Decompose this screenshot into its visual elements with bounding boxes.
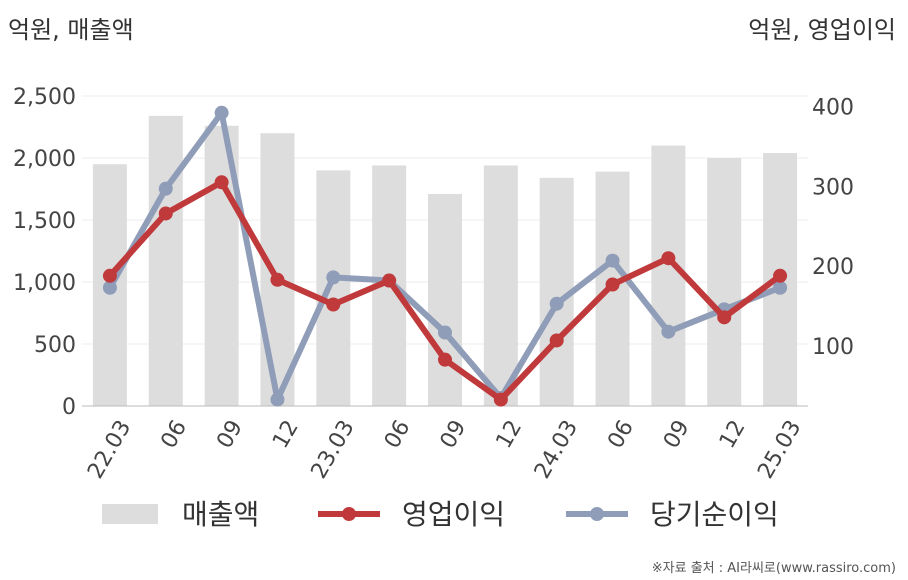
revenue-bar bbox=[316, 170, 351, 406]
data-point bbox=[661, 251, 676, 266]
data-point bbox=[158, 181, 173, 196]
data-point bbox=[549, 296, 564, 311]
right-axis-ticks: 100 200 300 400 bbox=[812, 95, 854, 360]
legend-label: 영업이익 bbox=[402, 498, 505, 531]
legend-item: 영업이익 bbox=[318, 498, 505, 531]
x-axis-ticks: 22.03 06 09 12 23.03 06 09 12 24.03 06 09 12 25.03 bbox=[83, 416, 806, 483]
left-tick-label: 2,500 bbox=[13, 85, 76, 110]
data-point bbox=[270, 272, 285, 287]
data-point bbox=[549, 333, 564, 348]
revenue-bar bbox=[707, 158, 742, 406]
data-point bbox=[661, 324, 676, 339]
profit-lines bbox=[102, 105, 788, 407]
data-point bbox=[773, 268, 788, 283]
source-note: ※자료 출처 : AI라씨로(www.rassiro.com) bbox=[652, 561, 896, 576]
legend-marker bbox=[342, 507, 356, 521]
right-tick-label: 200 bbox=[812, 255, 854, 280]
left-axis-ticks: 0 500 1,000 1,500 2,000 2,500 bbox=[13, 85, 76, 420]
data-point bbox=[717, 310, 732, 325]
left-tick-label: 1,500 bbox=[13, 209, 76, 234]
x-tick-label: 06 bbox=[603, 416, 639, 453]
x-tick-label: 24.03 bbox=[530, 416, 583, 483]
x-tick-label: 22.03 bbox=[83, 416, 136, 483]
series-net-income bbox=[102, 105, 788, 407]
x-tick-label: 09 bbox=[436, 416, 472, 453]
x-tick-label: 06 bbox=[380, 416, 416, 453]
revenue-bar bbox=[651, 145, 686, 406]
legend-item: 당기순이익 bbox=[566, 498, 779, 531]
legend-item: 매출액 bbox=[102, 498, 259, 531]
data-point bbox=[214, 105, 229, 120]
x-tick-label: 06 bbox=[156, 416, 192, 453]
revenue-bar bbox=[260, 133, 295, 406]
left-tick-label: 0 bbox=[62, 395, 76, 420]
data-point bbox=[493, 392, 508, 407]
left-tick-label: 500 bbox=[34, 333, 76, 358]
revenue-bar bbox=[428, 193, 462, 406]
revenue-bar bbox=[148, 115, 183, 406]
data-point bbox=[605, 277, 620, 292]
x-tick-label: 09 bbox=[659, 416, 695, 453]
revenue-bars bbox=[92, 115, 798, 406]
data-point bbox=[270, 392, 285, 407]
data-point bbox=[214, 175, 229, 190]
legend-label: 매출액 bbox=[182, 498, 259, 531]
data-point bbox=[102, 268, 117, 283]
x-tick-label: 12 bbox=[715, 416, 751, 453]
left-tick-label: 2,000 bbox=[13, 147, 76, 172]
data-point bbox=[326, 297, 341, 312]
data-point bbox=[326, 270, 341, 285]
x-tick-label: 12 bbox=[268, 416, 304, 453]
data-point bbox=[438, 352, 452, 367]
x-tick-label: 25.03 bbox=[753, 416, 806, 483]
x-tick-label: 09 bbox=[212, 416, 248, 453]
legend-marker bbox=[590, 507, 604, 521]
data-point bbox=[382, 273, 397, 288]
x-tick-label: 12 bbox=[492, 416, 528, 453]
right-axis-label: 억원, 영업이익 bbox=[748, 16, 896, 44]
right-tick-label: 300 bbox=[812, 175, 854, 200]
legend-swatch bbox=[102, 504, 158, 524]
left-axis-label: 억원, 매출액 bbox=[8, 16, 134, 44]
right-tick-label: 100 bbox=[812, 335, 854, 360]
data-point bbox=[102, 280, 117, 295]
x-tick-label: 23.03 bbox=[307, 416, 360, 483]
legend: 매출액 영업이익 당기순이익 bbox=[102, 498, 779, 531]
data-point bbox=[158, 206, 173, 221]
data-point bbox=[605, 253, 620, 268]
series-operating-profit bbox=[102, 175, 788, 407]
left-tick-label: 1,000 bbox=[13, 271, 76, 296]
data-point bbox=[773, 280, 788, 295]
legend-label: 당기순이익 bbox=[650, 498, 779, 531]
revenue-bar bbox=[483, 165, 518, 406]
right-tick-label: 400 bbox=[812, 95, 854, 120]
data-point bbox=[438, 325, 452, 340]
